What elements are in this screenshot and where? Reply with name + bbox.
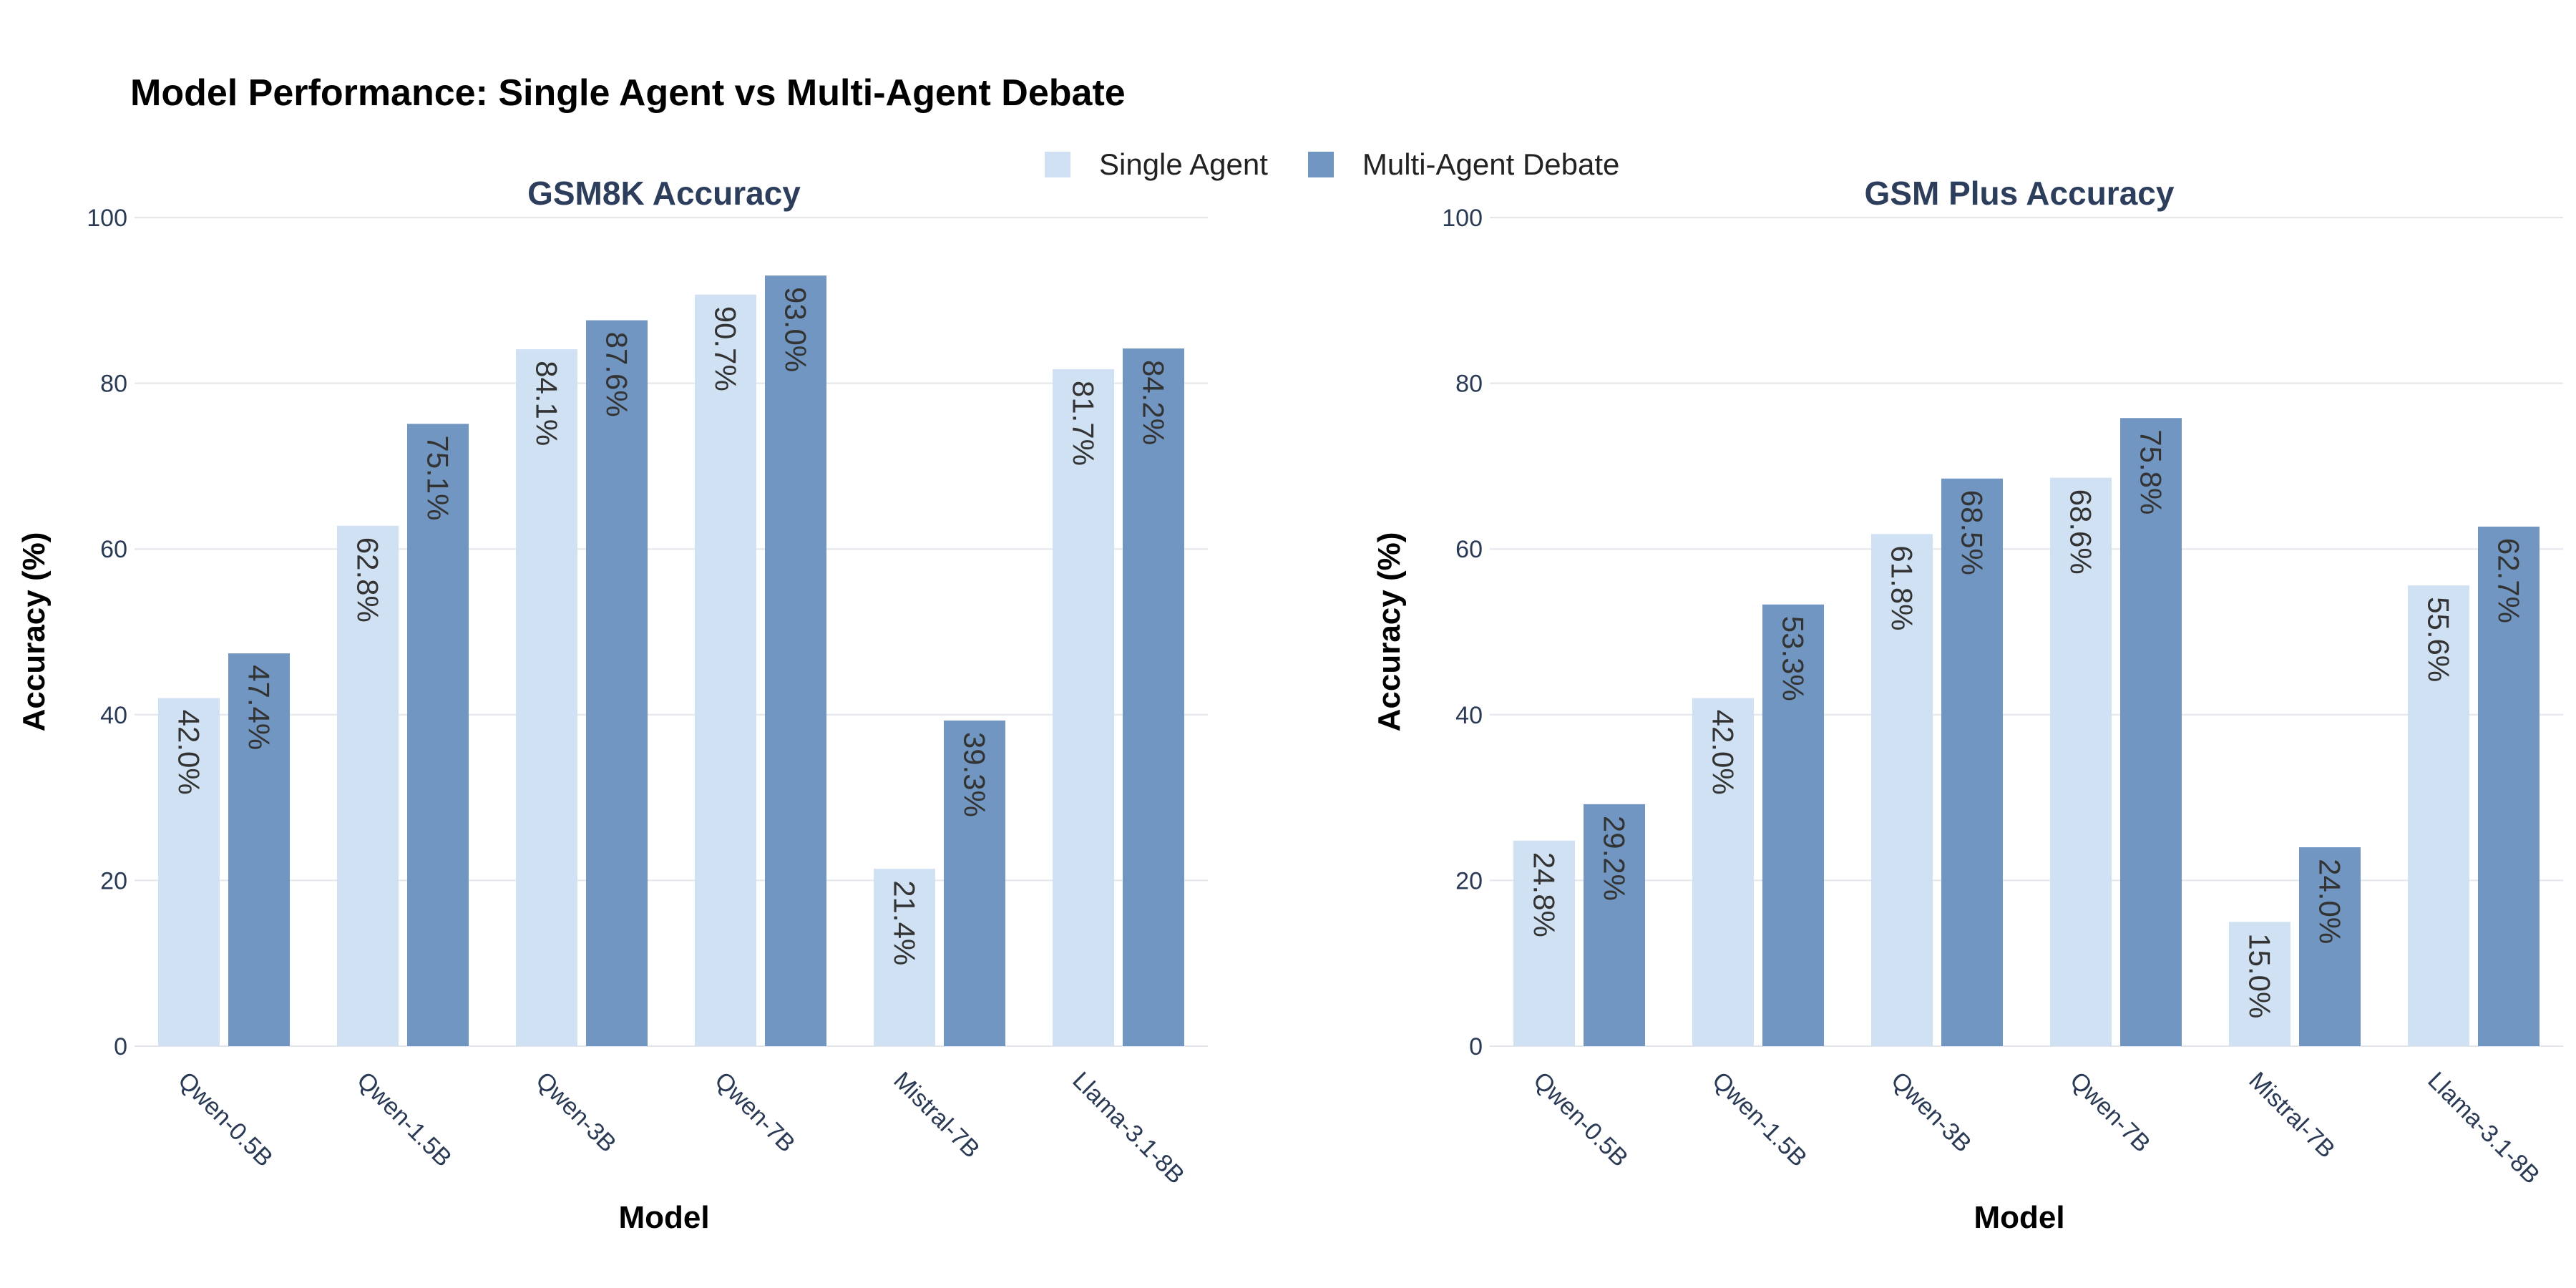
y-tick-label: 100: [87, 205, 127, 232]
x-tick-label: Llama-3.1-8B: [1067, 1067, 1189, 1189]
bar-value-label: 42.0%: [172, 710, 206, 795]
x-tick-label: Qwen-1.5B: [351, 1067, 457, 1172]
x-axis-label: Model: [1974, 1200, 2064, 1235]
bar-multi-agent-debate: [944, 720, 1005, 1046]
bar-single-agent: [158, 698, 220, 1046]
x-tick-label: Mistral-7B: [2243, 1067, 2340, 1163]
bar-single-agent: [1513, 840, 1575, 1046]
bar-single-agent: [695, 294, 756, 1047]
y-tick-label: 20: [1455, 867, 1483, 894]
bar-value-label: 62.8%: [351, 537, 385, 623]
y-tick-label: 0: [114, 1033, 127, 1060]
y-tick-label: 80: [100, 371, 127, 398]
bar-value-label: 84.2%: [1137, 360, 1171, 445]
legend-label-multi-agent-debate: Multi-Agent Debate: [1362, 147, 1620, 181]
bar-single-agent: [2408, 585, 2469, 1046]
x-tick-label: Mistral-7B: [888, 1067, 985, 1163]
y-tick-label: 40: [1455, 702, 1483, 729]
x-tick-label: Llama-3.1-8B: [2422, 1067, 2545, 1189]
bar-multi-agent-debate: [1584, 804, 1645, 1046]
bar-value-label: 21.4%: [888, 880, 922, 965]
x-tick-label: Qwen-7B: [709, 1067, 800, 1158]
x-axis-label: Model: [618, 1200, 709, 1235]
bar-multi-agent-debate: [407, 424, 469, 1046]
y-tick-label: 40: [100, 702, 127, 729]
bar-value-label: 87.6%: [600, 332, 634, 417]
bar-value-label: 55.6%: [2422, 597, 2456, 682]
legend-item-single-agent: Single Agent: [1045, 147, 1268, 182]
bar-value-label: 53.3%: [1777, 616, 1810, 701]
x-tick-label: Qwen-0.5B: [1528, 1067, 1633, 1172]
bar-multi-agent-debate: [1123, 348, 1184, 1046]
x-tick-label: Qwen-0.5B: [172, 1067, 278, 1172]
bar-single-agent: [337, 525, 399, 1046]
x-tick-label: Qwen-3B: [530, 1067, 621, 1158]
x-tick-label: Qwen-3B: [1885, 1067, 1976, 1158]
bar-single-agent: [2229, 922, 2290, 1046]
bar-value-label: 90.7%: [709, 306, 743, 391]
y-tick-label: 60: [100, 536, 127, 563]
bar-multi-agent-debate: [586, 320, 648, 1046]
subplot-title: GSM Plus Accuracy: [1865, 175, 2175, 212]
bar-value-label: 24.8%: [1528, 852, 1561, 937]
y-axis-label: Accuracy (%): [16, 532, 52, 732]
legend-label-single-agent: Single Agent: [1099, 147, 1268, 181]
bar-single-agent: [2050, 477, 2112, 1046]
bar-single-agent: [1053, 369, 1114, 1046]
y-tick-label: 100: [1442, 205, 1483, 232]
bar-value-label: 68.5%: [1956, 490, 1989, 575]
bar-multi-agent-debate: [228, 653, 290, 1046]
bar-single-agent: [1871, 534, 1933, 1046]
bar-value-label: 24.0%: [2313, 859, 2347, 944]
legend-item-multi-agent-debate: Multi-Agent Debate: [1307, 147, 1620, 182]
subplot-title: GSM8K Accuracy: [527, 175, 801, 212]
bar-multi-agent-debate: [2299, 847, 2361, 1046]
bar-multi-agent-debate: [2478, 526, 2540, 1046]
bar-value-label: 75.8%: [2135, 429, 2168, 514]
bar-value-label: 42.0%: [1707, 710, 1740, 795]
bar-multi-agent-debate: [765, 275, 826, 1046]
y-axis-label: Accuracy (%): [1372, 532, 1407, 732]
bar-value-label: 68.6%: [2064, 489, 2098, 575]
bar-multi-agent-debate: [1762, 604, 1824, 1046]
bar-value-label: 61.8%: [1885, 545, 1919, 630]
y-tick-label: 60: [1455, 536, 1483, 563]
bar-value-label: 75.1%: [421, 435, 455, 520]
legend-swatch-single-agent: [1045, 152, 1070, 177]
bar-multi-agent-debate: [2120, 418, 2182, 1046]
bar-value-label: 39.3%: [958, 732, 992, 817]
bar-multi-agent-debate: [1941, 478, 2003, 1046]
y-tick-label: 20: [100, 867, 127, 894]
legend: Single Agent Multi-Agent Debate: [1045, 145, 1659, 185]
bar-single-agent: [1692, 698, 1754, 1046]
bar-value-label: 62.7%: [2492, 538, 2526, 623]
bar-value-label: 84.1%: [530, 361, 564, 446]
bar-value-label: 29.2%: [1598, 816, 1631, 901]
x-tick-label: Qwen-7B: [2064, 1067, 2155, 1158]
y-tick-label: 80: [1455, 371, 1483, 398]
bar-single-agent: [516, 349, 577, 1046]
figure-title: Model Performance: Single Agent vs Multi…: [130, 72, 1126, 114]
legend-swatch-multi-agent-debate: [1307, 152, 1334, 177]
y-tick-label: 0: [1469, 1033, 1483, 1060]
bar-value-label: 81.7%: [1067, 381, 1101, 466]
bar-value-label: 15.0%: [2243, 933, 2277, 1018]
x-tick-label: Qwen-1.5B: [1707, 1067, 1812, 1172]
bar-value-label: 47.4%: [243, 665, 276, 750]
bar-value-label: 93.0%: [779, 287, 813, 372]
bar-single-agent: [874, 869, 935, 1046]
